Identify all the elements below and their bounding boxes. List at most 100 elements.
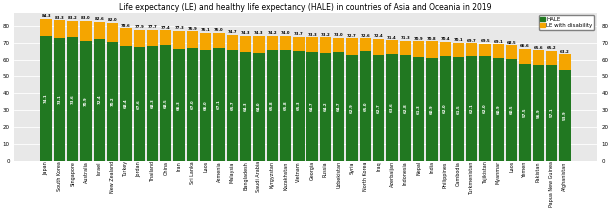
Bar: [333, 52, 345, 160]
Bar: [480, 56, 491, 160]
Bar: [453, 43, 464, 57]
Bar: [400, 55, 411, 160]
Text: 62.0: 62.0: [483, 104, 487, 113]
Text: 66.3: 66.3: [177, 100, 181, 110]
Bar: [120, 28, 131, 46]
Text: 69.7: 69.7: [467, 39, 477, 43]
Text: 66.6: 66.6: [520, 44, 530, 48]
Text: 70.8: 70.8: [427, 37, 437, 41]
Bar: [360, 51, 371, 160]
Text: 57.5: 57.5: [523, 108, 527, 117]
Text: 76.1: 76.1: [201, 28, 211, 32]
Bar: [67, 37, 78, 160]
Text: 84.3: 84.3: [42, 14, 51, 18]
Bar: [426, 42, 437, 58]
Text: 73.2: 73.2: [321, 33, 331, 37]
Text: 65.8: 65.8: [284, 100, 288, 110]
Bar: [134, 47, 145, 160]
Text: 74.3: 74.3: [254, 31, 264, 35]
Bar: [200, 33, 211, 50]
Text: 74.7: 74.7: [227, 30, 237, 34]
Text: 56.9: 56.9: [536, 108, 540, 118]
Bar: [266, 36, 278, 50]
Text: 72.4: 72.4: [374, 34, 384, 38]
Bar: [466, 43, 477, 56]
Text: 67.0: 67.0: [191, 99, 194, 109]
Bar: [439, 42, 451, 56]
Text: 77.4: 77.4: [161, 26, 170, 30]
Text: 68.3: 68.3: [150, 98, 155, 108]
Bar: [492, 44, 504, 58]
Text: 62.8: 62.8: [403, 103, 408, 113]
Bar: [280, 50, 291, 160]
Text: 60.5: 60.5: [510, 105, 514, 114]
Bar: [107, 42, 119, 160]
Text: 69.1: 69.1: [494, 40, 503, 44]
Bar: [307, 37, 318, 52]
Bar: [160, 45, 172, 160]
Bar: [559, 70, 571, 160]
Title: Life expectancy (LE) and healthy life expectancy (HALE) in countries of Asia and: Life expectancy (LE) and healthy life ex…: [119, 3, 492, 12]
Text: 82.6: 82.6: [95, 17, 104, 21]
Bar: [333, 38, 345, 52]
Bar: [413, 58, 424, 160]
Text: 62.9: 62.9: [350, 103, 354, 113]
Text: 73.3: 73.3: [307, 33, 317, 37]
Text: 83.3: 83.3: [54, 16, 64, 20]
Bar: [373, 39, 384, 55]
Bar: [213, 33, 225, 48]
Bar: [413, 41, 424, 58]
Text: 77.3: 77.3: [174, 26, 184, 30]
Bar: [400, 41, 411, 55]
Text: 61.5: 61.5: [456, 104, 461, 114]
Text: 57.1: 57.1: [550, 108, 554, 117]
Bar: [373, 55, 384, 160]
Bar: [40, 36, 52, 160]
Text: 68.5: 68.5: [507, 41, 516, 45]
Bar: [453, 57, 464, 160]
Bar: [227, 50, 238, 160]
Bar: [120, 46, 131, 160]
Text: 82.0: 82.0: [108, 18, 117, 22]
Text: 65.0: 65.0: [364, 101, 367, 111]
Text: 72.6: 72.6: [360, 34, 370, 38]
Text: 74.2: 74.2: [268, 31, 277, 35]
Text: 71.4: 71.4: [387, 36, 397, 40]
Text: 62.1: 62.1: [470, 104, 474, 113]
Bar: [426, 58, 437, 160]
Bar: [160, 30, 172, 45]
Text: 78.6: 78.6: [121, 24, 131, 28]
Text: 65.6: 65.6: [533, 46, 543, 50]
Bar: [54, 38, 65, 160]
Bar: [559, 54, 571, 70]
Bar: [386, 41, 398, 54]
Text: 77.9: 77.9: [134, 25, 144, 29]
Bar: [40, 19, 52, 36]
Text: 64.0: 64.0: [257, 102, 261, 112]
Bar: [546, 64, 557, 160]
Bar: [346, 55, 357, 160]
Bar: [307, 52, 318, 160]
Text: 70.1: 70.1: [453, 38, 463, 42]
Text: 70.2: 70.2: [111, 97, 115, 106]
Bar: [81, 41, 92, 160]
Bar: [506, 45, 518, 59]
Text: 74.3: 74.3: [241, 31, 251, 35]
Bar: [147, 30, 158, 46]
Bar: [346, 38, 357, 55]
Text: 73.6: 73.6: [71, 94, 75, 104]
Text: 83.2: 83.2: [68, 16, 78, 20]
Bar: [519, 49, 530, 64]
Text: 69.5: 69.5: [480, 39, 490, 43]
Bar: [280, 36, 291, 50]
Text: 74.0: 74.0: [281, 32, 290, 35]
Text: 65.3: 65.3: [297, 101, 301, 110]
Text: 68.4: 68.4: [124, 98, 128, 108]
Legend: HALE, LE with disability: HALE, LE with disability: [538, 15, 595, 30]
Text: 71.3: 71.3: [400, 36, 410, 40]
Text: 60.9: 60.9: [430, 105, 434, 114]
Bar: [240, 35, 251, 52]
Text: 53.9: 53.9: [563, 110, 567, 120]
Text: 72.7: 72.7: [347, 34, 357, 38]
Text: 66.0: 66.0: [203, 100, 208, 110]
